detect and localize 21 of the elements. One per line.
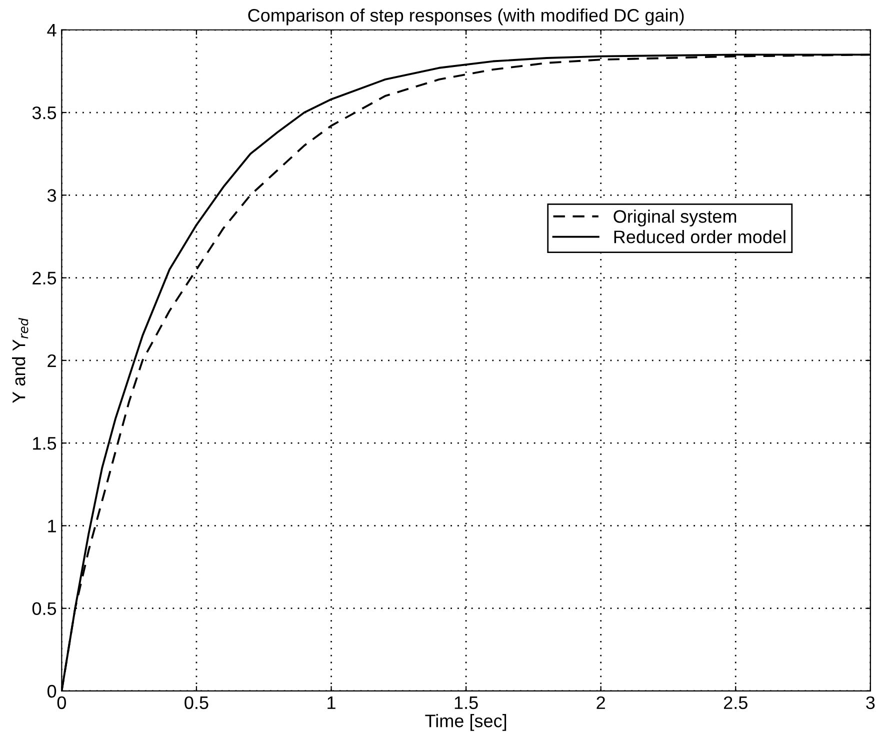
y-tick-label: 1 [48, 520, 56, 532]
chart-title: Comparison of step responses (with modified DC gain) [248, 8, 684, 26]
y-tick-label: 3.5 [32, 106, 56, 120]
x-tick-label: 3 [866, 696, 875, 710]
y-axis-title: Y and Y$_{red}$ [12, 318, 28, 403]
legend-label: Reduced order model [614, 230, 786, 244]
y-tick-label: 0.5 [32, 602, 56, 616]
x-tick-label: 0 [57, 696, 66, 710]
x-tick-label: 0.5 [184, 696, 208, 710]
x-tick-label: 2 [596, 696, 605, 709]
y-tick-label: 3 [47, 189, 56, 202]
y-tick-label: 2.5 [32, 272, 56, 285]
x-tick-label: 2.5 [724, 696, 748, 710]
y-tick-label: 2 [48, 354, 56, 367]
legend-label: Original system [614, 210, 736, 226]
x-axis-title: Time [sec] [425, 714, 506, 731]
x-tick-label: 1 [328, 696, 336, 709]
y-tick-label: 0 [47, 684, 56, 698]
y-tick-label: 1.5 [33, 437, 56, 450]
x-tick-label: 1.5 [454, 696, 478, 710]
y-tick-label: 4 [47, 24, 56, 36]
